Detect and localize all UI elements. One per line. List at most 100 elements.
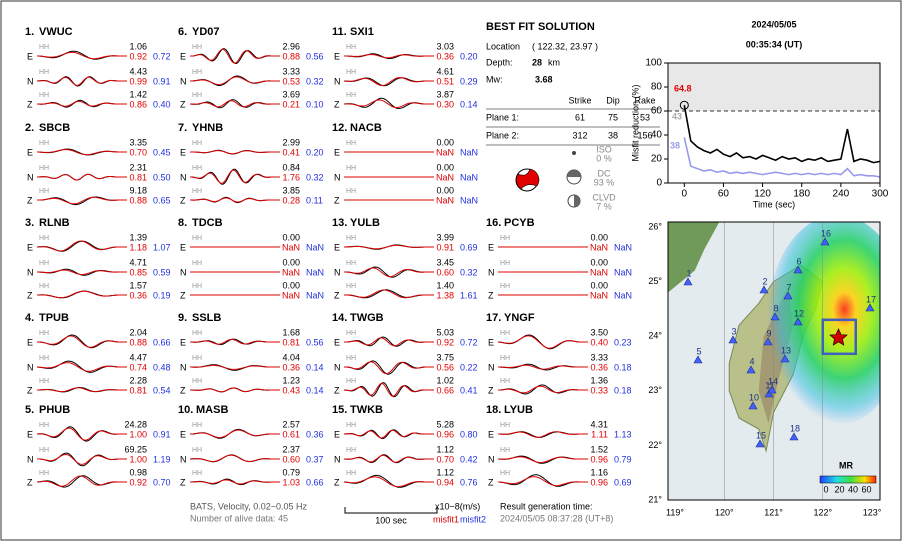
component: N [334, 267, 341, 277]
misfit2: NaN [306, 267, 324, 277]
misfit1: 0.66 [436, 385, 454, 395]
waveform-synthetic [190, 169, 280, 184]
station-name: LYUB [504, 404, 533, 416]
misfit2: 0.79 [614, 454, 632, 464]
misfit2: 0.48 [153, 362, 171, 372]
station-label: 7 [786, 282, 791, 292]
channel: HH [192, 188, 202, 195]
misfit1: 0.99 [129, 76, 147, 86]
waveform-synthetic [498, 431, 588, 438]
amplitude: 3.03 [436, 41, 454, 51]
waveform-observed [37, 290, 127, 299]
station-name: SBCB [39, 122, 70, 134]
station-label: 15 [756, 430, 766, 440]
waveform-synthetic [37, 453, 127, 465]
station [783, 291, 793, 300]
waveform-synthetic [189, 454, 280, 463]
station-name: MASB [196, 404, 228, 416]
component: Z [180, 385, 186, 395]
channel: HH [192, 378, 202, 385]
channel: HH [39, 188, 49, 195]
clvd-fill [574, 195, 580, 207]
channel: HH [346, 44, 356, 51]
channel: HH [39, 470, 49, 477]
amplitude: 3.69 [282, 89, 300, 99]
station-label: 14 [768, 376, 778, 386]
amplitude: 2.57 [282, 419, 300, 429]
station-name: TDCB [192, 217, 223, 229]
misfit1: 0.36 [129, 290, 147, 300]
station [865, 303, 875, 312]
x-tick-label: 180 [793, 189, 810, 200]
station-number: 17. [486, 312, 501, 324]
station-label: 18 [790, 423, 800, 433]
station-label: 10 [749, 392, 759, 402]
best-marker [679, 100, 689, 110]
channel: HH [192, 140, 202, 147]
misfit2: 0.40 [153, 99, 171, 109]
station-number: 3. [25, 217, 34, 229]
component: E [334, 51, 340, 61]
misfit1: 0.92 [129, 51, 147, 61]
component: Z [27, 385, 33, 395]
misfit1: NaN [282, 290, 300, 300]
waveform-synthetic [37, 51, 127, 60]
amplitude: 1.12 [436, 444, 454, 454]
amplitude: 0.00 [590, 280, 608, 290]
station-label: 8 [773, 303, 778, 313]
amplitude: 5.03 [436, 327, 454, 337]
channel: HH [500, 422, 510, 429]
amplitude: 0.00 [436, 162, 454, 172]
above-threshold [668, 63, 880, 111]
station-label: 12 [794, 308, 804, 318]
station [793, 317, 803, 326]
misfit1: 0.28 [282, 195, 300, 205]
misfit1: 0.30 [436, 99, 454, 109]
channel: HH [346, 447, 356, 454]
station-number: 12. [332, 122, 347, 134]
station-number: 9. [178, 312, 187, 324]
amplitude: 3.33 [282, 66, 300, 76]
component: Z [180, 290, 186, 300]
misfit1: 0.81 [129, 385, 147, 395]
colorbar-tick: 60 [861, 484, 871, 494]
component: E [180, 51, 186, 61]
misfit1: 0.36 [436, 51, 454, 61]
misfit2: 0.22 [460, 362, 478, 372]
misfit1: 0.92 [129, 477, 147, 487]
station-label: 17 [866, 294, 876, 304]
misfit1: 0.41 [282, 147, 300, 157]
x-tick-label: 0 [682, 189, 688, 200]
channel: HH [192, 422, 202, 429]
misfit2: 0.66 [153, 337, 171, 347]
y-tick-label: 80 [651, 82, 663, 93]
misfit2: 0.18 [614, 385, 632, 395]
channel: HH [39, 422, 49, 429]
amplitude: 0.00 [282, 232, 300, 242]
misfit2: NaN [306, 290, 324, 300]
misfit2: 0.42 [460, 454, 478, 464]
misfit1: 0.60 [436, 267, 454, 277]
component-name: CLVD [592, 192, 616, 202]
misfit2: NaN [460, 172, 478, 182]
misfit2: 0.32 [460, 267, 478, 277]
misfit1: 0.70 [129, 147, 147, 157]
channel: HH [346, 283, 356, 290]
component: N [334, 76, 341, 86]
amplitude: 1.68 [282, 327, 300, 337]
misfit2: NaN [460, 147, 478, 157]
misfit1: 0.43 [282, 385, 300, 395]
amplitude: 3.35 [129, 137, 147, 147]
misfit2: 1.13 [614, 429, 632, 439]
amplitude: 0.84 [282, 162, 300, 172]
component: N [180, 362, 187, 372]
station-number: 6. [178, 26, 187, 38]
channel: HH [500, 355, 510, 362]
misfit2: 0.29 [460, 76, 478, 86]
amplitude: 3.87 [436, 89, 454, 99]
misfit2: 0.59 [153, 267, 171, 277]
channel: HH [39, 44, 49, 51]
channel: HH [39, 447, 49, 454]
misfit1: 1.00 [129, 454, 147, 464]
station [763, 337, 773, 346]
